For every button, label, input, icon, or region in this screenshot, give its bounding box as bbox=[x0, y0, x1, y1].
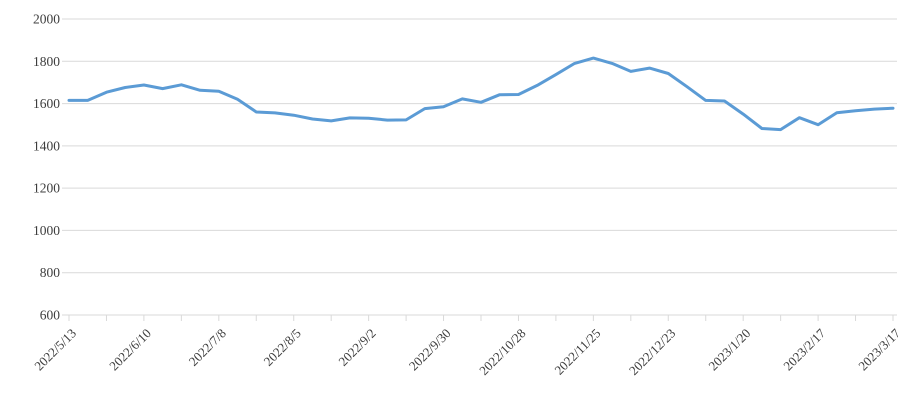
x-axis-tick-label: 2023/3/17 bbox=[855, 325, 903, 373]
x-axis-tick-label: 2022/9/30 bbox=[406, 326, 454, 374]
y-axis-tick-label: 800 bbox=[40, 265, 61, 280]
x-axis-tick-label: 2022/11/25 bbox=[551, 326, 603, 378]
x-axis-tick-label: 2022/7/8 bbox=[186, 326, 229, 369]
data-series-line bbox=[67, 56, 895, 132]
y-axis-tick-label: 600 bbox=[40, 308, 61, 323]
x-axis-tick-label: 2022/10/28 bbox=[476, 326, 528, 378]
x-axis-tick-label: 2022/12/23 bbox=[626, 326, 678, 378]
x-axis-tick-label: 2022/6/10 bbox=[106, 326, 154, 374]
y-axis-tick-label: 1800 bbox=[33, 54, 60, 69]
y-axis-tick-label: 1400 bbox=[33, 138, 60, 153]
x-axis-tick-label: 2023/2/17 bbox=[780, 325, 828, 373]
x-axis-tick-label: 2022/8/5 bbox=[261, 326, 304, 369]
y-axis-tick-label: 1200 bbox=[33, 181, 60, 196]
y-axis-tick-label: 2000 bbox=[33, 12, 60, 27]
y-axis-tick-label: 1000 bbox=[33, 223, 60, 238]
x-axis-tick-label: 2022/5/13 bbox=[31, 326, 79, 374]
x-axis-tick-label: 2023/1/20 bbox=[705, 326, 753, 374]
x-axis-tick-label: 2022/9/2 bbox=[335, 326, 378, 369]
y-axis-tick-label: 1600 bbox=[33, 96, 60, 111]
